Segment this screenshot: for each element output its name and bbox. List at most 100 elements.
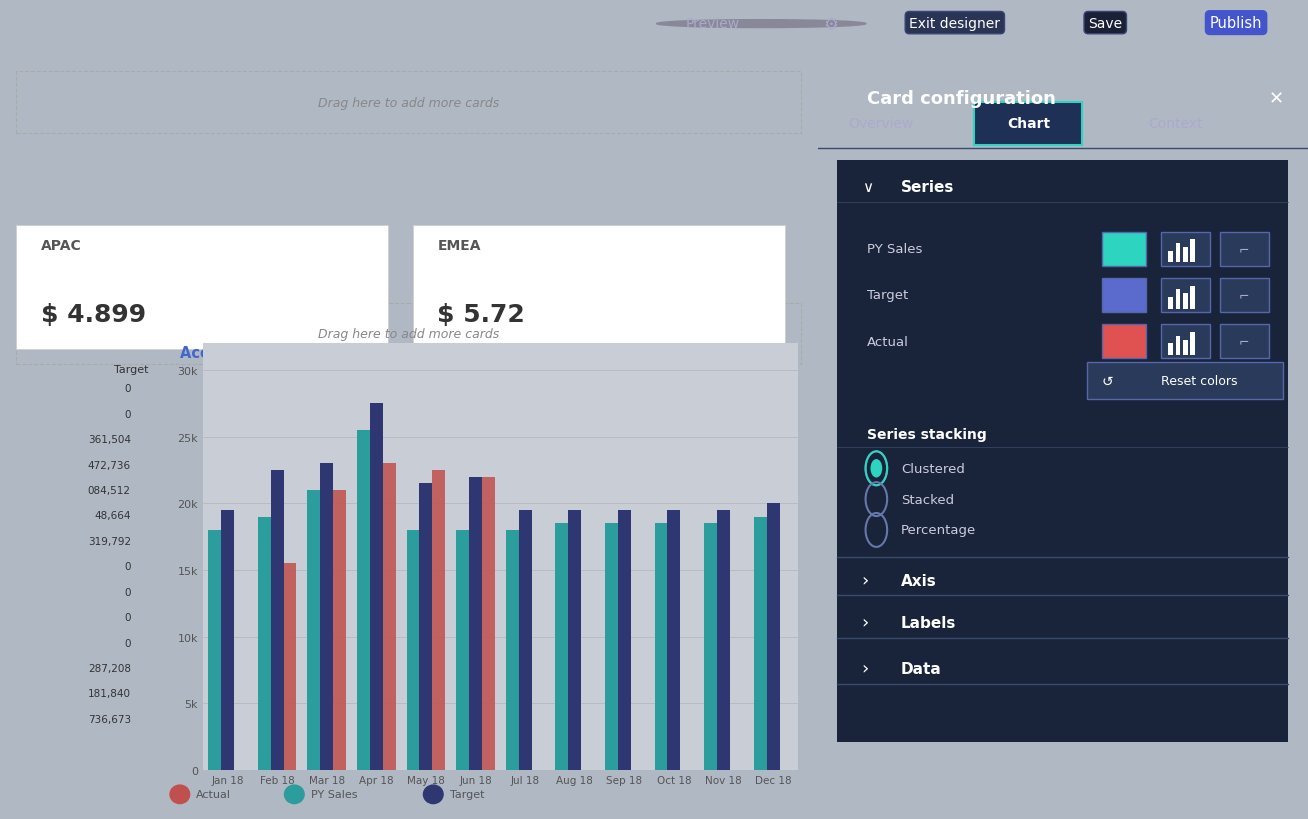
Bar [506, 531, 519, 770]
Text: 0.0: 0.0 [335, 511, 352, 521]
Bar [320, 464, 334, 770]
Text: Target: Target [450, 790, 484, 799]
Text: 0.0: 0.0 [335, 689, 352, 699]
Text: ✕: ✕ [1269, 90, 1284, 108]
Bar [481, 477, 494, 770]
Text: 0: 0 [239, 613, 246, 622]
Text: 287,208: 287,208 [88, 663, 131, 673]
Bar [1182, 340, 1188, 355]
Bar [606, 523, 617, 770]
Bar [1190, 240, 1196, 263]
Bar [370, 404, 383, 770]
Text: EMEA: EMEA [437, 238, 481, 252]
Text: PY Sales: PY Sales [311, 790, 357, 799]
Bar [1176, 244, 1181, 263]
Text: ∨: ∨ [862, 180, 872, 195]
Text: 0: 0 [239, 410, 246, 419]
Text: Chart: Chart [1007, 117, 1050, 131]
Bar [407, 531, 420, 770]
Bar [470, 477, 481, 770]
Circle shape [871, 459, 882, 478]
Text: ⌐: ⌐ [1239, 289, 1249, 302]
Bar [667, 510, 680, 770]
Text: Target: Target [866, 289, 908, 302]
Text: Text: Text [340, 364, 362, 374]
Text: ›: › [862, 613, 869, 631]
Bar [1219, 325, 1269, 359]
Text: ›: › [862, 660, 869, 678]
Bar [433, 470, 445, 770]
Circle shape [424, 785, 443, 803]
Text: 0.0: 0.0 [335, 587, 352, 597]
Text: ⌐: ⌐ [1239, 335, 1249, 348]
Text: Preview: Preview [685, 16, 740, 30]
Bar [271, 470, 284, 770]
Text: Drag here to add more cards: Drag here to add more cards [318, 328, 500, 341]
Bar [1162, 278, 1210, 312]
Text: 0: 0 [239, 562, 246, 572]
Text: ⌐: ⌐ [1239, 242, 1249, 256]
Text: Card configuration: Card configuration [866, 90, 1056, 108]
Bar [258, 517, 271, 770]
Bar [1219, 278, 1269, 312]
Text: 0: 0 [124, 587, 131, 597]
Bar [456, 531, 470, 770]
Bar [1162, 325, 1210, 359]
Text: 0: 0 [239, 587, 246, 597]
Text: PY Sales: PY Sales [866, 242, 922, 256]
Text: Actual: Actual [228, 364, 263, 374]
Bar [16, 303, 800, 364]
Bar [16, 72, 800, 133]
Text: Context: Context [1148, 117, 1203, 131]
Text: Target: Target [114, 364, 148, 374]
Bar [1190, 333, 1196, 355]
Text: 721,875: 721,875 [203, 663, 246, 673]
Text: Percentage: Percentage [901, 524, 976, 536]
Bar [1219, 233, 1269, 266]
Circle shape [657, 20, 866, 29]
Text: 0.0: 0.0 [335, 486, 352, 495]
Bar [1162, 233, 1210, 266]
Text: $ 5.72: $ 5.72 [437, 303, 525, 327]
Bar [420, 484, 433, 770]
Bar [357, 431, 370, 770]
Bar [1087, 363, 1283, 400]
Text: 0.0: 0.0 [335, 460, 352, 470]
Bar [1168, 251, 1173, 263]
Text: ›: › [862, 572, 869, 590]
Text: Save: Save [1088, 16, 1122, 30]
Bar [334, 491, 347, 770]
Text: 0.0: 0.0 [335, 562, 352, 572]
Text: 48,664: 48,664 [94, 511, 131, 521]
Text: 0: 0 [124, 613, 131, 622]
Bar [1190, 287, 1196, 310]
Text: 0: 0 [124, 384, 131, 394]
Bar [974, 103, 1083, 146]
Bar [617, 510, 630, 770]
Bar [654, 523, 667, 770]
Text: 149,165: 149,165 [203, 460, 246, 470]
Bar [221, 510, 234, 770]
Bar [704, 523, 717, 770]
Bar [16, 226, 388, 350]
Text: 181,840: 181,840 [88, 689, 131, 699]
Text: Reset colors: Reset colors [1162, 374, 1237, 387]
Bar [568, 510, 581, 770]
Bar [766, 504, 780, 770]
Bar [1101, 325, 1146, 359]
Text: ↺: ↺ [1101, 374, 1113, 388]
Text: Series stacking: Series stacking [866, 427, 986, 441]
Bar [1182, 248, 1188, 263]
Text: Axis: Axis [901, 572, 937, 588]
Bar [1176, 290, 1181, 310]
Text: $ 4.899: $ 4.899 [41, 303, 146, 327]
Text: Stacked: Stacked [901, 493, 954, 506]
Text: Publish: Publish [1210, 16, 1262, 31]
Text: 0.0: 0.0 [335, 536, 352, 546]
Text: Data: Data [901, 662, 942, 676]
Text: 0.0: 0.0 [335, 714, 352, 724]
Text: 084,512: 084,512 [88, 486, 131, 495]
Text: 0: 0 [124, 638, 131, 648]
Bar [1176, 337, 1181, 355]
Text: 0: 0 [239, 384, 246, 394]
